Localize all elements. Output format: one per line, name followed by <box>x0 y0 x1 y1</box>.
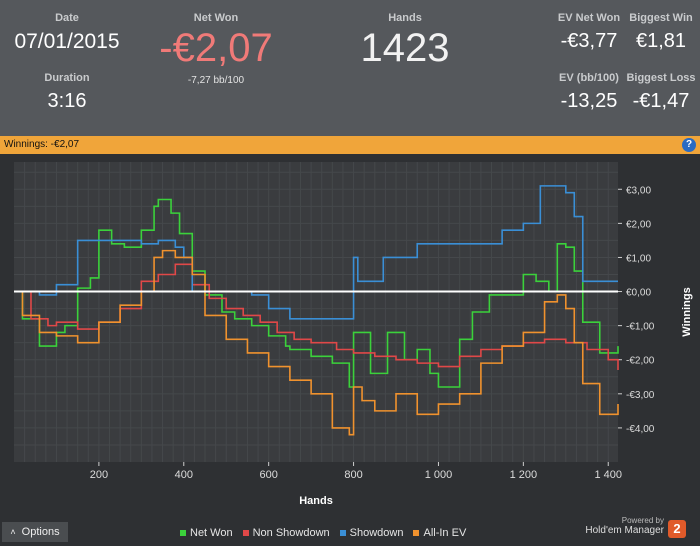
chart-legend: Net Won Non Showdown Showdown All-In EV <box>170 527 466 539</box>
biggest-win-value: €1,81 <box>635 30 687 52</box>
stat-date: Date 07/01/2015 <box>12 12 122 54</box>
y-tick-label: -€1,00 <box>626 322 655 333</box>
duration-value: 3:16 <box>47 90 87 112</box>
chart-area: €3,00 €2,00 €1,00 €0,00 -€1,00 -€2,00 -€3,00 -€… <box>0 154 700 546</box>
y-axis-title: Winnings <box>681 287 693 336</box>
y-tick-label: €3,00 <box>626 185 651 196</box>
x-tick-label: 600 <box>259 469 277 481</box>
y-tick-label: -€4,00 <box>626 424 655 435</box>
x-tick-label: 400 <box>175 469 193 481</box>
brand-block: Powered by Hold'em Manager 2 <box>585 516 686 538</box>
y-tick-label: -€2,00 <box>626 356 655 367</box>
stats-panel: Date 07/01/2015 Duration 3:16 Net Won -€… <box>0 0 700 136</box>
biggest-loss-label: Biggest Loss <box>626 72 696 84</box>
series-line-showdown <box>14 185 618 320</box>
stat-ev-bb: EV (bb/100) -13,25 <box>552 72 626 113</box>
stat-hands: Hands 1423 <box>340 12 470 71</box>
winnings-chart: €3,00 €2,00 €1,00 €0,00 -€1,00 -€2,00 -€3,00 -€… <box>14 162 693 507</box>
legend-label[interactable]: Non Showdown <box>252 527 330 539</box>
winnings-banner: Winnings: -€2,07 ? <box>0 136 700 154</box>
biggest-loss-value: -€1,47 <box>632 90 690 112</box>
x-tick-label: 1 000 <box>425 469 453 481</box>
x-axis-title: Hands <box>299 495 333 507</box>
x-tick-label: 200 <box>90 469 108 481</box>
plot-background <box>14 162 618 462</box>
duration-label: Duration <box>44 72 90 84</box>
stat-biggest-loss: Biggest Loss -€1,47 <box>626 72 696 113</box>
stat-duration: Duration 3:16 <box>12 72 122 113</box>
legend-label[interactable]: Showdown <box>349 527 404 539</box>
legend-label[interactable]: All-In EV <box>423 527 467 539</box>
date-label: Date <box>55 12 79 24</box>
net-won-value: -€2,07 <box>159 26 273 70</box>
hands-value: 1423 <box>360 26 450 70</box>
net-won-bb: -7,27 bb/100 <box>187 75 245 86</box>
biggest-win-label: Biggest Win <box>629 12 693 24</box>
chevron-up-icon: ˄ <box>10 527 16 537</box>
ev-bb-label: EV (bb/100) <box>559 72 619 84</box>
series-line-all-in-ev <box>14 249 619 436</box>
series-line-net-won <box>14 198 619 388</box>
legend-swatch <box>180 529 186 536</box>
legend-swatch <box>339 529 346 536</box>
y-tick-label: €0,00 <box>626 288 651 299</box>
brand-name: Hold'em Manager <box>585 525 664 536</box>
x-tick-label: 800 <box>344 469 362 481</box>
legend-swatch <box>413 529 420 536</box>
winnings-banner-text: Winnings: -€2,07 <box>4 139 80 150</box>
y-tick-label: -€3,00 <box>626 390 655 401</box>
y-tick-label: €2,00 <box>626 219 651 230</box>
options-label: Options <box>21 526 60 538</box>
hands-label: Hands <box>388 12 422 24</box>
ev-net-won-value: -€3,77 <box>560 30 618 52</box>
date-value: 07/01/2015 <box>14 30 120 53</box>
ev-net-won-label: EV Net Won <box>557 12 621 24</box>
y-tick-label: €1,00 <box>626 253 651 264</box>
brand-logo-icon: 2 <box>668 520 686 538</box>
x-tick-label: 1 200 <box>510 469 538 481</box>
options-button[interactable]: ˄ Options <box>2 522 68 542</box>
net-won-label: Net Won <box>193 12 239 24</box>
stat-ev-net-won: EV Net Won -€3,77 <box>552 12 626 53</box>
help-icon[interactable]: ? <box>682 138 696 152</box>
x-tick-label: 1 400 <box>594 469 622 481</box>
stat-biggest-win: Biggest Win €1,81 <box>626 12 696 53</box>
legend-swatch <box>242 529 249 536</box>
ev-bb-value: -13,25 <box>560 90 618 112</box>
stat-net-won: Net Won -€2,07 -7,27 bb/100 <box>142 12 290 86</box>
powered-by-text: Powered by <box>621 516 664 525</box>
series-line-non-showdown <box>14 263 619 370</box>
legend-label[interactable]: Net Won <box>190 527 233 539</box>
